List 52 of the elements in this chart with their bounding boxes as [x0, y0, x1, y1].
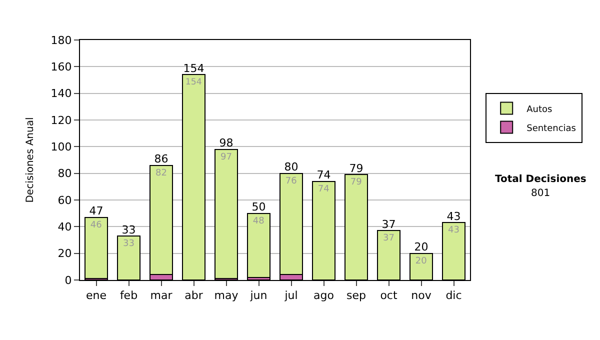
- y-tick-label: 0: [64, 274, 72, 287]
- data-label: 20: [415, 256, 428, 266]
- total-label: 50: [252, 200, 266, 214]
- total-label: 37: [382, 218, 396, 231]
- data-label: 82: [156, 168, 167, 178]
- y-tick-label: 120: [50, 114, 72, 127]
- x-tick-label: sep: [346, 289, 366, 302]
- bar: [246, 212, 271, 278]
- x-tick-label: abr: [184, 289, 204, 302]
- total-label: 79: [349, 162, 364, 175]
- data-label: 154: [185, 77, 202, 88]
- total-label: 20: [414, 240, 428, 254]
- y-axis-title: Decisiones Anual: [24, 117, 36, 203]
- total-label: 98: [219, 136, 234, 150]
- x-tick-label: jun: [249, 289, 268, 302]
- text: Total Decisiones: [495, 174, 586, 185]
- data-label: 37: [383, 234, 394, 244]
- data-label: 46: [90, 220, 102, 230]
- total-label: 47: [89, 204, 104, 218]
- data-label: 43: [448, 226, 460, 236]
- text: 801: [531, 188, 550, 199]
- y-tick-label: 100: [50, 140, 72, 154]
- y-tick-label: 180: [50, 34, 72, 47]
- total-label: 80: [284, 160, 298, 174]
- x-tick-label: feb: [120, 289, 138, 302]
- y-tick-label: 80: [58, 167, 72, 180]
- data-label: 76: [285, 176, 298, 186]
- y-tick-label: 60: [58, 194, 72, 207]
- x-tick-label: oct: [380, 289, 398, 302]
- data-label: 33: [123, 239, 134, 249]
- x-tick-label: ago: [314, 289, 334, 302]
- data-label: 79: [350, 178, 362, 188]
- total-label: 43: [446, 210, 461, 223]
- total-label: 33: [122, 223, 136, 236]
- y-tick-label: 20: [58, 247, 72, 260]
- data-label: 74: [318, 184, 330, 194]
- x-tick-label: dic: [446, 289, 462, 302]
- x-tick-label: may: [214, 289, 239, 302]
- y-tick-label: 160: [50, 60, 72, 74]
- y-tick-label: 40: [58, 220, 72, 234]
- x-tick-label: jul: [284, 289, 298, 302]
- x-tick-label: nov: [411, 289, 432, 302]
- total-label: 154: [183, 62, 204, 75]
- legend-label: Sentencias: [526, 124, 576, 134]
- y-tick-label: 140: [50, 87, 72, 100]
- x-tick-label: mar: [150, 289, 173, 302]
- total-label: 74: [316, 168, 331, 182]
- data-label: 48: [252, 216, 265, 226]
- total-label: 86: [154, 152, 168, 166]
- x-tick-label: ene: [86, 289, 107, 302]
- legend-label: Autos: [526, 104, 552, 115]
- data-label: 97: [220, 152, 232, 162]
